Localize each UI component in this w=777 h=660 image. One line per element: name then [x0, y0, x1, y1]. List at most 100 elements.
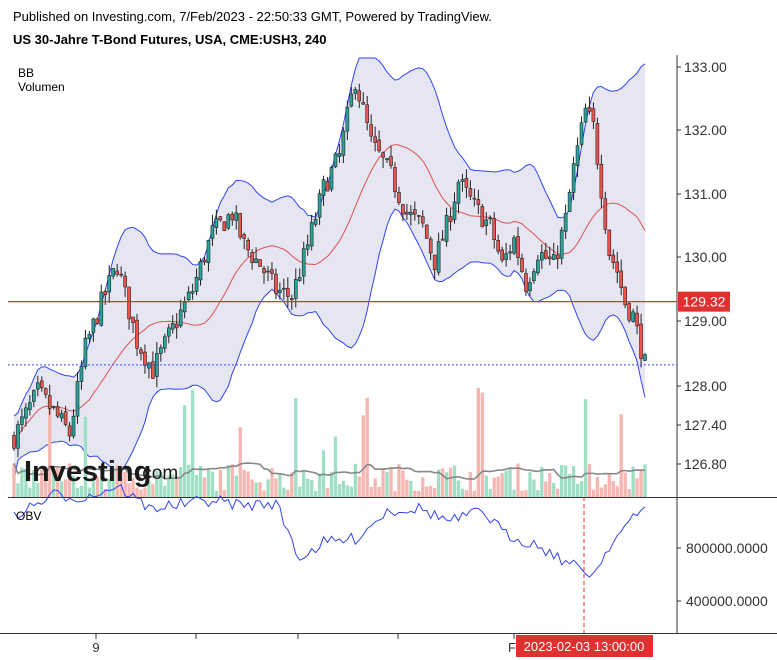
candle-body	[337, 153, 342, 157]
volume-bar	[294, 398, 298, 497]
volume-bar	[567, 474, 572, 497]
crosshair-badge-label: 2023-02-03 13:00:00	[524, 639, 645, 654]
volume-bar	[436, 469, 441, 497]
volume-bar	[313, 490, 318, 497]
volume-bar	[591, 489, 596, 497]
candle-body	[532, 271, 536, 281]
candle-body	[131, 316, 135, 324]
volume-bar	[583, 399, 588, 497]
candle-body	[579, 122, 584, 145]
candle-body	[599, 163, 604, 199]
volume-bar	[55, 466, 60, 497]
volume-bar	[67, 463, 72, 497]
volume-bar	[317, 473, 322, 497]
volume-bar	[595, 476, 600, 497]
candle-body	[313, 218, 318, 225]
price-badge-label: 129.32	[683, 294, 726, 310]
volume-bar	[155, 470, 159, 497]
candle-body	[583, 107, 588, 123]
volume-bar	[544, 481, 548, 497]
crosshair-badge	[516, 635, 653, 657]
candle-body	[555, 254, 560, 260]
candle-body	[309, 222, 314, 247]
volume-bar	[325, 487, 330, 497]
volume-bar	[345, 485, 350, 497]
candle-body	[230, 213, 235, 221]
candle-body	[452, 201, 457, 221]
volume-bar	[480, 392, 484, 497]
candle-body	[464, 178, 469, 188]
x-tick-label: F	[508, 640, 516, 655]
candle-body	[39, 380, 44, 389]
volume-bar	[619, 414, 623, 497]
volume-bar	[115, 465, 119, 497]
candle-body	[159, 347, 163, 354]
volume-bar	[421, 477, 425, 497]
y-tick-label: 130.00	[684, 249, 727, 265]
candle-body	[631, 311, 635, 322]
volume-bar	[452, 465, 457, 497]
volume-bar	[290, 472, 294, 497]
candle-body	[520, 257, 524, 272]
volume-bar	[425, 486, 429, 497]
volume-bar	[194, 475, 199, 497]
candle-body	[333, 153, 338, 168]
candle-body	[571, 163, 576, 193]
candle-body	[143, 351, 147, 366]
candle-body	[397, 192, 401, 203]
candle-body	[297, 277, 302, 281]
volume-bar	[40, 469, 44, 497]
volume-bar	[135, 487, 139, 497]
candle-body	[488, 217, 493, 220]
volume-bar	[389, 467, 393, 497]
candle-body	[115, 270, 119, 275]
candle-body	[59, 413, 64, 419]
y-tick-label: 127.40	[684, 417, 727, 433]
obv-indicator-label[interactable]: OBV	[16, 509, 42, 523]
volume-bar	[357, 476, 361, 497]
investing-logo: Investing .com	[24, 456, 178, 488]
volume-bar	[627, 489, 631, 497]
volume-bar	[349, 486, 353, 497]
volume-bar	[556, 488, 560, 497]
volume-indicator-label[interactable]: Volumen	[18, 80, 65, 94]
candle-body	[274, 273, 278, 294]
candle-body	[266, 270, 270, 273]
volume-ma-line	[13, 462, 646, 480]
volume-bar	[190, 389, 195, 497]
volume-bar	[536, 489, 540, 497]
candle-body	[218, 216, 223, 221]
candle-body	[357, 90, 362, 102]
bb-indicator-label[interactable]: BB	[18, 66, 35, 80]
volume-bar	[540, 466, 544, 497]
volume-bar	[548, 473, 552, 497]
volume-bar	[143, 487, 147, 497]
volume-bar	[444, 472, 449, 497]
candle-body	[393, 167, 397, 193]
candle-body	[448, 216, 453, 223]
volume-bar	[278, 473, 282, 497]
candle-body	[47, 395, 52, 409]
price-badge	[678, 291, 730, 312]
volume-bar	[282, 487, 286, 497]
volume-bar	[171, 474, 175, 497]
volume-bar	[433, 488, 437, 497]
axis-ticks-layer	[95, 66, 681, 639]
candle-body	[607, 229, 612, 256]
volume-bar	[524, 489, 528, 497]
volume-bar	[103, 489, 107, 497]
candle-body	[460, 179, 465, 182]
volume-bar	[214, 490, 219, 497]
volume-bar	[266, 479, 270, 497]
candle-body	[317, 193, 322, 218]
candle-body	[639, 323, 643, 359]
volume-bar	[202, 477, 207, 497]
candle-body	[170, 323, 175, 330]
volume-bar	[44, 473, 48, 497]
candle-body	[206, 240, 211, 263]
volume-bar	[302, 471, 306, 497]
candle-body	[32, 390, 36, 402]
volume-bar	[341, 480, 346, 497]
candle-body	[389, 156, 393, 166]
